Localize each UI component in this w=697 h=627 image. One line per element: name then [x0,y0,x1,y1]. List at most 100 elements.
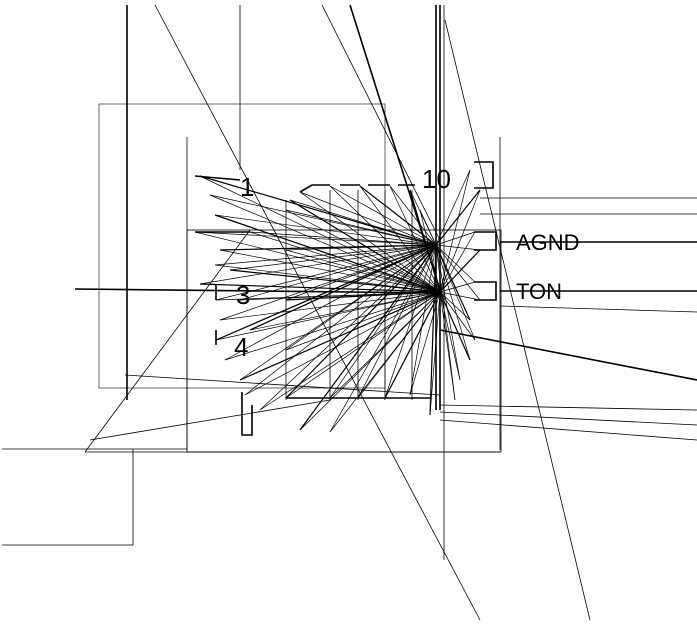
burst-wire [199,175,437,246]
burst-wire [285,244,437,251]
burst-wire [214,244,437,266]
pin-label-agnd: AGND [516,230,580,255]
wire-right-3 [499,305,697,313]
wire-lower-left-2 [2,449,134,546]
burst-wire [439,291,471,321]
burst-wire [289,199,441,293]
pin-number-1: 1 [240,172,254,202]
pin-label-ton: TON [516,279,562,304]
burst-wire [194,231,441,293]
burst-wire [215,244,437,301]
wire-long-horizontal [74,288,441,294]
burst-wire [239,291,441,381]
pin-stubs-right-agnd [474,231,497,251]
burst-wire [439,281,476,293]
pin-number-3: 3 [236,280,250,310]
burst-wire [244,291,441,396]
burst-wire [435,169,471,246]
burst-wire [435,244,471,361]
burst-wire [285,249,441,293]
burst-wire [249,231,441,293]
burst-wire [219,291,441,321]
burst-wire [299,244,437,431]
burst-wire [259,244,437,411]
burst-wire [419,209,437,246]
diag-1 [154,4,481,621]
burst-wire [285,209,437,246]
burst-wire [219,244,437,251]
burst-wire [285,291,441,351]
burst-wire [289,199,437,246]
burst-wire [299,291,441,431]
burst-wire [389,185,441,293]
burst-wire [439,291,461,381]
burst-wire [259,291,441,411]
burst-wire [299,191,441,293]
burst-wire [224,291,441,361]
burst-wire [199,175,441,293]
diag-2 [444,19,591,621]
burst-wire [439,291,476,341]
burst-wire [249,291,441,331]
burst-wire [219,244,437,321]
burst-wire [215,291,441,341]
burst-wire [239,291,441,301]
burst-wire [214,214,441,293]
burst-wire [409,189,441,293]
burst-wire [389,185,437,246]
wire-right-6 [439,411,697,426]
burst-wire [435,244,461,381]
burst-wire [384,291,441,399]
burst-wire [409,244,437,396]
burst-wire [285,291,441,399]
burst-wire [249,244,437,331]
burst-wire [435,244,471,321]
burst-wire [194,231,437,246]
burst-wire [285,209,441,293]
burst-wire [359,185,441,293]
burst-wire [435,244,476,283]
burst-wire [429,291,441,416]
pin-number-10: 10 [422,164,451,194]
pin-number-4: 4 [234,332,248,362]
burst-wire [215,244,437,341]
connection-burst [194,169,481,433]
diag-4 [321,4,441,241]
burst-wire [214,214,437,246]
burst-wire [219,249,441,293]
burst-wire [357,291,441,399]
pin-stubs-top [299,184,330,193]
burst-wire [439,231,476,293]
burst-wire [329,185,437,246]
burst-wire [435,244,481,251]
burst-wire [435,231,476,246]
burst-wire [419,209,441,293]
burst-wire [329,244,437,399]
burst-wire [439,189,481,293]
burst-wire [409,291,441,396]
burst-wire [439,291,481,301]
wire-right-5 [439,404,697,411]
burst-wire [439,249,481,293]
burst-wire [329,185,441,293]
burst-wire [249,231,437,246]
pin-stubs-right-ton [474,281,497,301]
burst-wire [439,291,456,401]
diag-7 [124,374,441,396]
burst-wire [439,291,471,361]
burst-wire [199,244,437,285]
wire-right-7 [439,419,697,441]
burst-wire [229,269,441,293]
diag-6 [89,399,331,441]
burst-wire [229,244,437,271]
burst-wire [435,244,456,401]
burst-wire [209,194,441,293]
burst-wire [199,283,441,293]
burst-wire [439,169,471,293]
burst-wire [329,291,441,399]
wire-right-4 [439,329,697,381]
pin-left-5 [241,392,253,436]
pin-stubs-right-top [474,161,494,189]
burst-wire [435,244,476,341]
